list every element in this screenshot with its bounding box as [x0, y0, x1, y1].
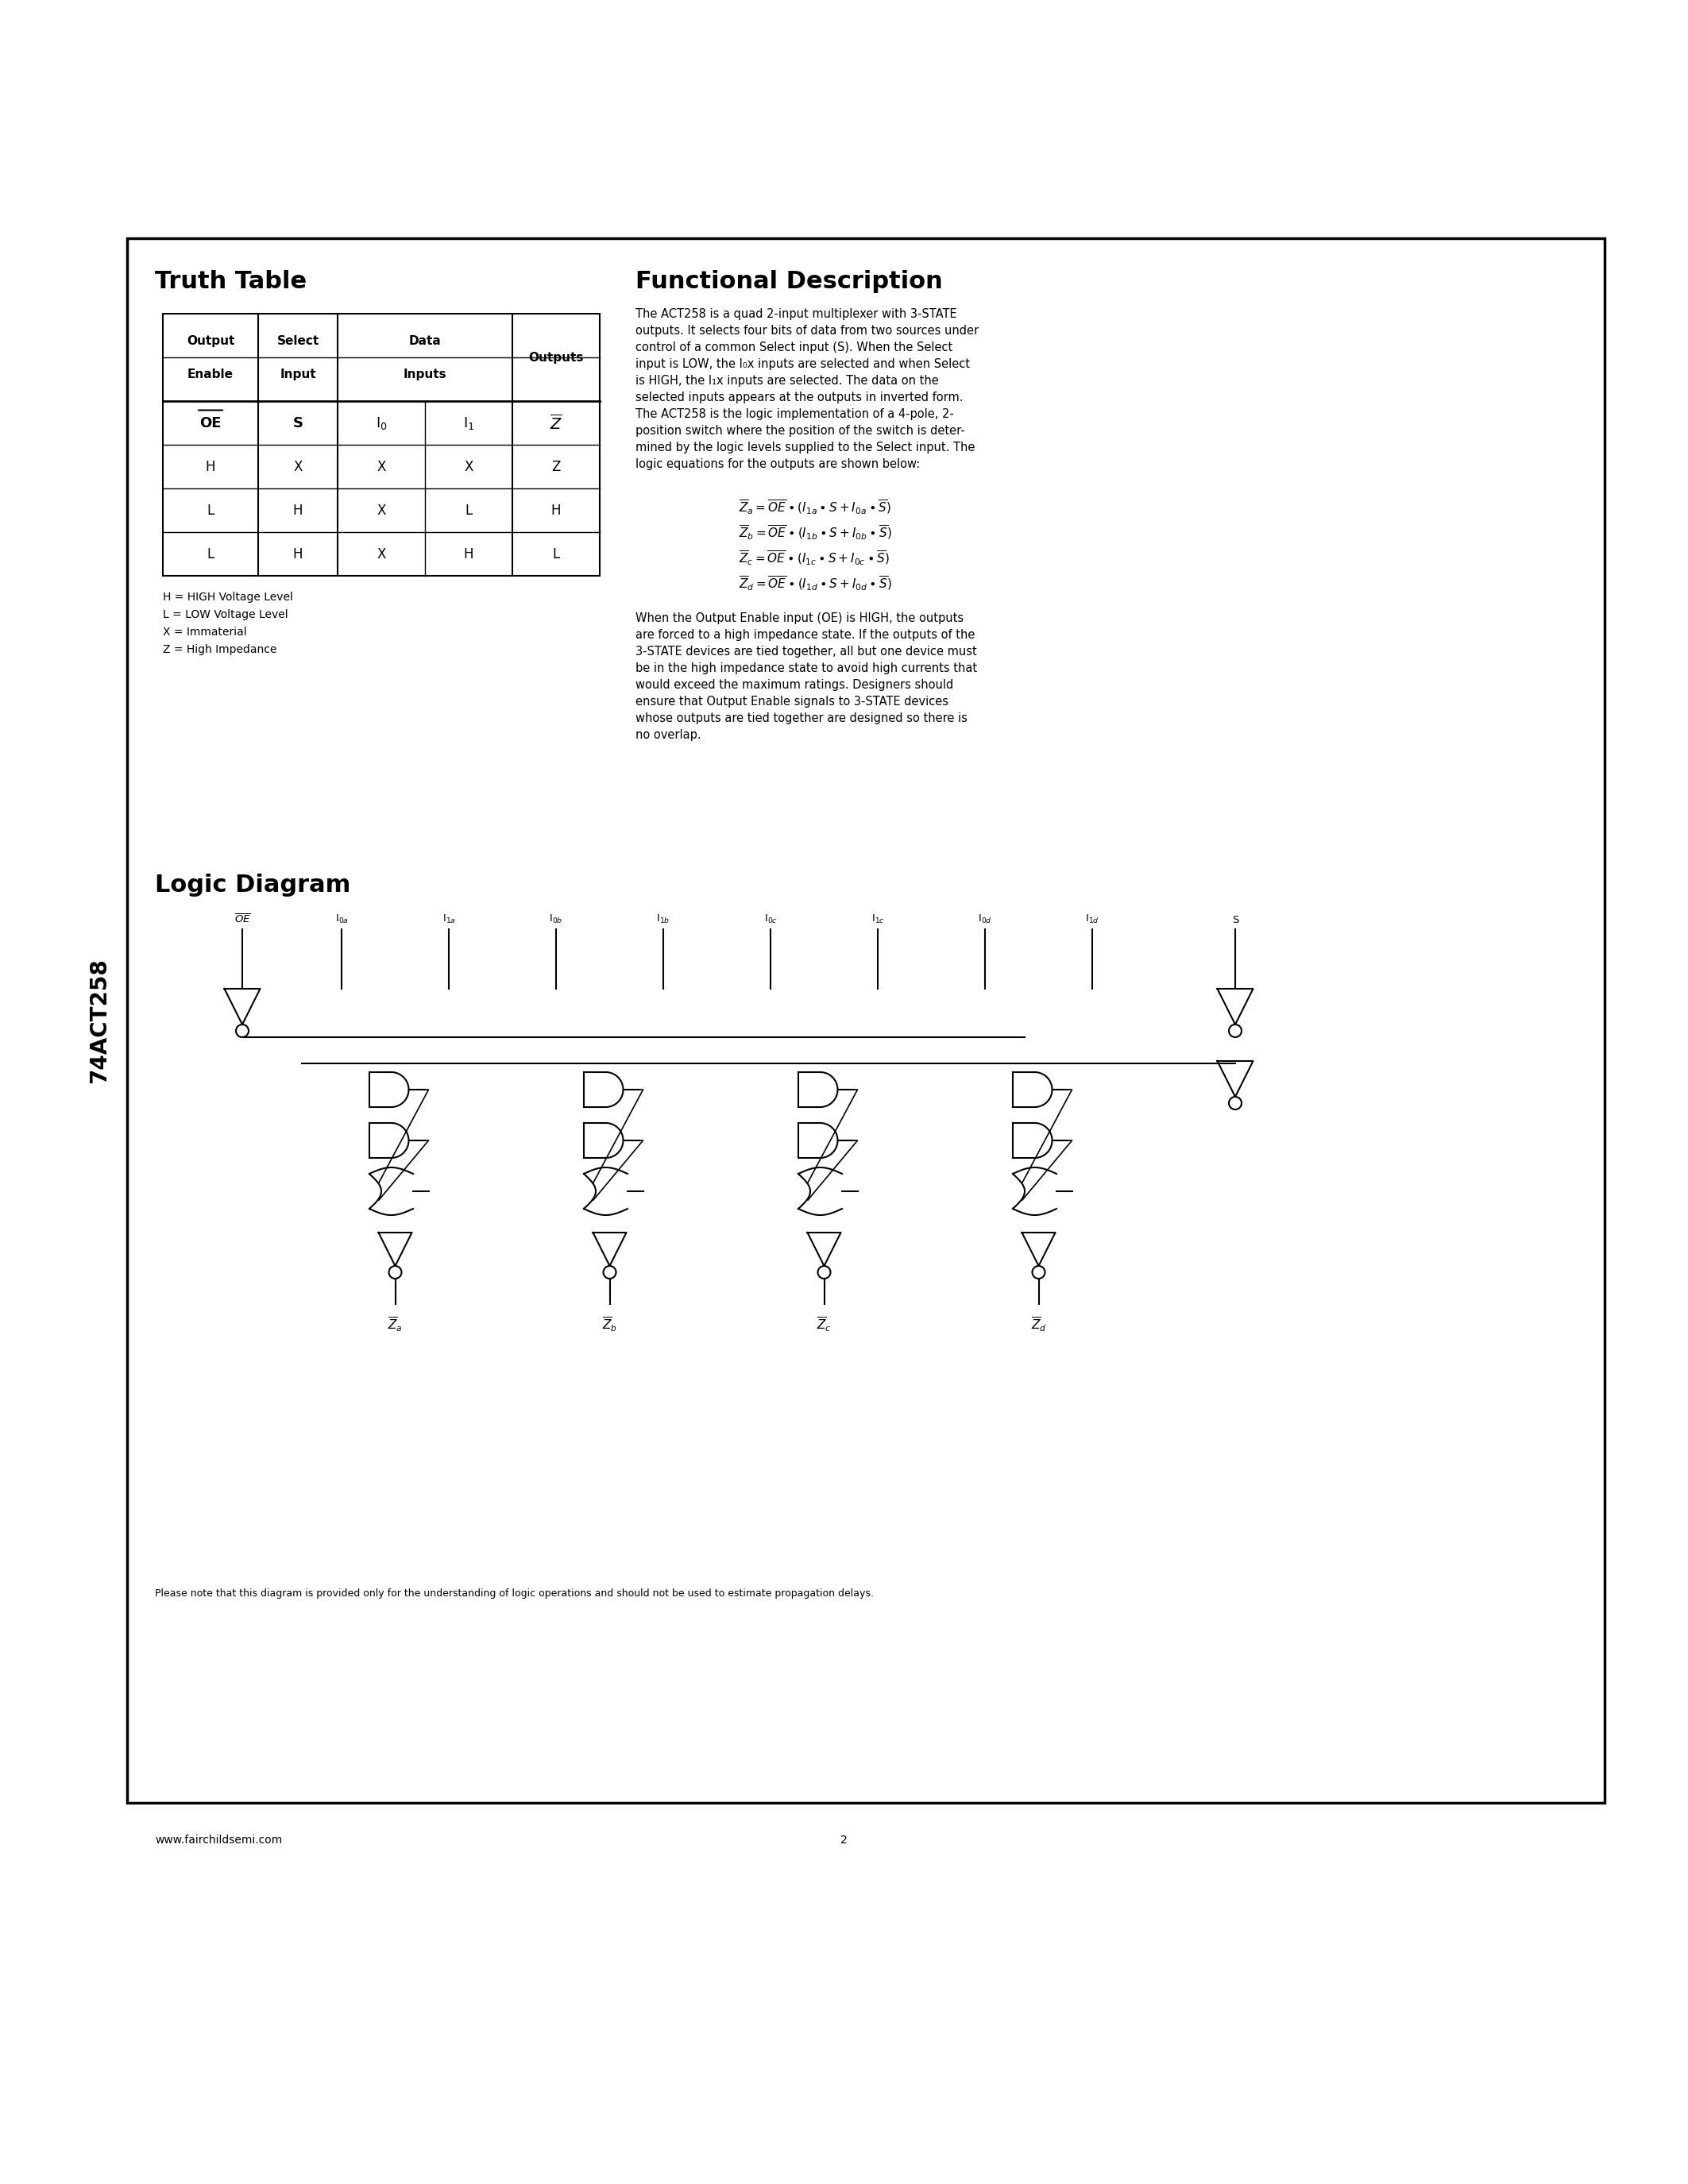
- Text: $\overline{OE}$: $\overline{OE}$: [235, 913, 250, 926]
- Text: S: S: [1232, 915, 1239, 926]
- Text: X = Immaterial: X = Immaterial: [162, 627, 246, 638]
- Text: Functional Description: Functional Description: [635, 271, 942, 293]
- Text: I$_{0d}$: I$_{0d}$: [977, 913, 993, 926]
- Text: X: X: [376, 459, 387, 474]
- Text: $\overline{Z}_b$: $\overline{Z}_b$: [603, 1317, 618, 1334]
- Text: $\overline{Z}_a = \overline{OE} \bullet (I_{1a} \bullet S + I_{0a} \bullet \over: $\overline{Z}_a = \overline{OE} \bullet …: [739, 498, 891, 515]
- Text: 74ACT258: 74ACT258: [88, 959, 110, 1083]
- Text: H: H: [206, 459, 216, 474]
- Text: Data

Inputs: Data Inputs: [403, 334, 447, 380]
- Bar: [162, 314, 599, 577]
- Text: I$_1$: I$_1$: [463, 415, 474, 430]
- Text: I$_0$: I$_0$: [375, 415, 387, 430]
- Text: H: H: [294, 546, 302, 561]
- Text: The ACT258 is a quad 2-input multiplexer with 3-STATE
outputs. It selects four b: The ACT258 is a quad 2-input multiplexer…: [635, 308, 979, 470]
- Text: $\overline{Z}_b = \overline{OE} \bullet (I_{1b} \bullet S + I_{0b} \bullet \over: $\overline{Z}_b = \overline{OE} \bullet …: [739, 524, 891, 542]
- Text: H: H: [464, 546, 474, 561]
- Text: OE: OE: [199, 415, 221, 430]
- Text: I$_{1c}$: I$_{1c}$: [871, 913, 885, 926]
- Text: I$_{0c}$: I$_{0c}$: [763, 913, 776, 926]
- Text: I$_{0a}$: I$_{0a}$: [334, 913, 348, 926]
- Text: Please note that this diagram is provided only for the understanding of logic op: Please note that this diagram is provide…: [155, 1588, 874, 1599]
- Text: $\overline{Z}_a$: $\overline{Z}_a$: [388, 1317, 403, 1334]
- Text: $\overline{Z}_c = \overline{OE} \bullet (I_{1c} \bullet S + I_{0c} \bullet \over: $\overline{Z}_c = \overline{OE} \bullet …: [739, 550, 890, 568]
- Text: X: X: [464, 459, 473, 474]
- Text: $\overline{Z}$: $\overline{Z}$: [550, 413, 562, 432]
- Text: L: L: [464, 502, 473, 518]
- Text: L = LOW Voltage Level: L = LOW Voltage Level: [162, 609, 289, 620]
- Text: 2: 2: [841, 1835, 847, 1845]
- Text: L: L: [552, 546, 560, 561]
- Text: I$_{0b}$: I$_{0b}$: [549, 913, 562, 926]
- Text: $\overline{Z}_d$: $\overline{Z}_d$: [1031, 1317, 1047, 1334]
- Text: Z = High Impedance: Z = High Impedance: [162, 644, 277, 655]
- Text: $\overline{Z}_d = \overline{OE} \bullet (I_{1d} \bullet S + I_{0d} \bullet \over: $\overline{Z}_d = \overline{OE} \bullet …: [739, 574, 891, 592]
- Text: $\overline{Z}_c$: $\overline{Z}_c$: [817, 1317, 832, 1334]
- Text: I$_{1b}$: I$_{1b}$: [657, 913, 670, 926]
- Text: X: X: [294, 459, 302, 474]
- Bar: [127, 238, 1605, 1802]
- Text: I$_{1d}$: I$_{1d}$: [1085, 913, 1099, 926]
- Text: I$_{1a}$: I$_{1a}$: [442, 913, 456, 926]
- Text: H = HIGH Voltage Level: H = HIGH Voltage Level: [162, 592, 294, 603]
- Text: Select

Input: Select Input: [277, 334, 319, 380]
- Text: X: X: [376, 546, 387, 561]
- Text: H: H: [294, 502, 302, 518]
- Text: www.fairchildsemi.com: www.fairchildsemi.com: [155, 1835, 282, 1845]
- Text: L: L: [208, 546, 214, 561]
- Text: Outputs: Outputs: [528, 352, 584, 363]
- Text: Output

Enable: Output Enable: [186, 334, 235, 380]
- Text: L: L: [208, 502, 214, 518]
- Text: Z: Z: [552, 459, 560, 474]
- Text: S: S: [292, 415, 304, 430]
- Text: When the Output Enable input (OE) is HIGH, the outputs
are forced to a high impe: When the Output Enable input (OE) is HIG…: [635, 612, 977, 740]
- Text: X: X: [376, 502, 387, 518]
- Text: Truth Table: Truth Table: [155, 271, 307, 293]
- Text: Logic Diagram: Logic Diagram: [155, 874, 351, 898]
- Text: H: H: [550, 502, 560, 518]
